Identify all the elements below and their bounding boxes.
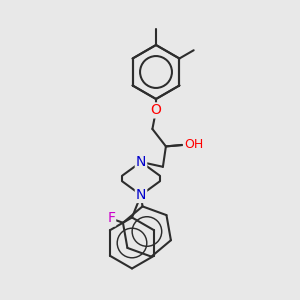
Text: N: N — [136, 188, 146, 202]
Text: F: F — [107, 212, 115, 226]
Text: O: O — [151, 103, 161, 117]
Text: OH: OH — [184, 138, 203, 152]
Text: N: N — [136, 155, 146, 169]
Text: H: H — [187, 138, 196, 152]
